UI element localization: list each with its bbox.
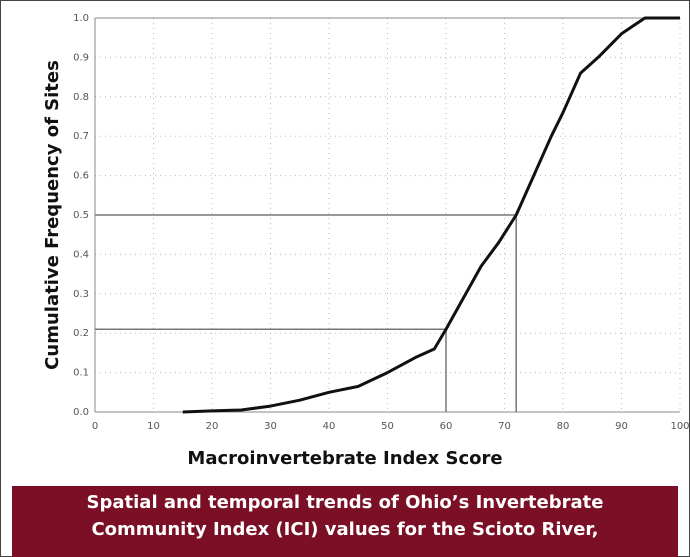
caption-line: Spatial and temporal trends of Ohio’s In… [87, 492, 604, 513]
cumulative-line [182, 16, 680, 414]
x-tick-label: 40 [323, 421, 336, 432]
y-tick-label: 0.6 [73, 171, 89, 182]
y-tick-label: 0.2 [73, 328, 89, 339]
caption-band [12, 486, 678, 557]
y-tick-label: 0.5 [73, 210, 89, 221]
y-tick-label: 0.7 [73, 131, 89, 142]
x-tick-label: 0 [92, 421, 98, 432]
y-tick-label: 1.0 [73, 13, 89, 24]
x-tick-label: 80 [557, 421, 570, 432]
x-tick-label: 100 [670, 421, 689, 432]
x-tick-label: 50 [381, 421, 394, 432]
x-tick-label: 90 [615, 421, 628, 432]
x-tick-label: 30 [264, 421, 277, 432]
x-tick-label: 10 [147, 421, 160, 432]
x-tick-label: 60 [440, 421, 453, 432]
y-tick-label: 0.9 [73, 52, 89, 63]
y-tick-label: 0.8 [73, 92, 89, 103]
y-tick-label: 0.4 [73, 249, 89, 260]
caption-line: Community Index (ICI) values for the Sci… [91, 519, 598, 540]
x-tick-label: 70 [498, 421, 511, 432]
y-tick-label: 0.0 [73, 407, 89, 418]
y-tick-label: 0.3 [73, 289, 89, 300]
y-tick-label: 0.1 [73, 368, 89, 379]
plot: 0.0 0.1 0.2 0.3 0.4 0.5 0.6 0.7 0.8 0.9 1.0 0 10 20 30… [73, 13, 689, 432]
x-tick-label: 20 [206, 421, 219, 432]
x-axis-label: Macroinvertebrate Index Score [187, 448, 502, 469]
y-axis-label: Cumulative Frequency of Sites [42, 60, 63, 370]
